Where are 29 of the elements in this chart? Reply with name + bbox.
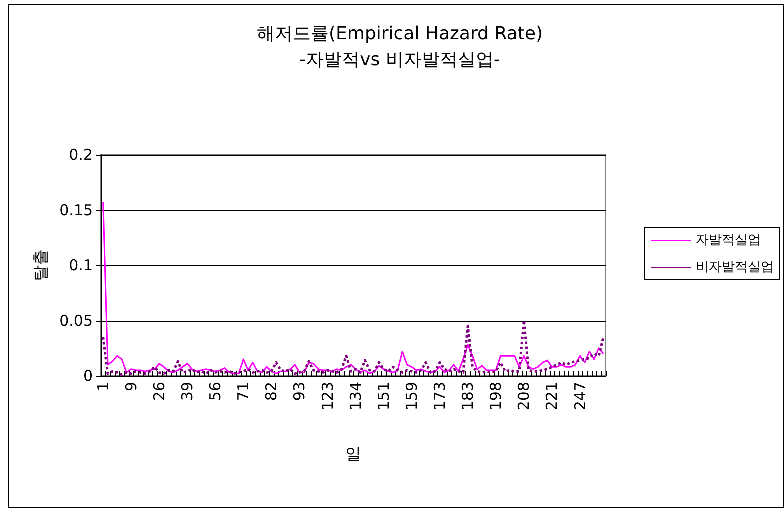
x-tick-label: 82 — [262, 382, 281, 402]
y-tick-label: 0 — [83, 367, 93, 385]
y-tick-label: 0.2 — [69, 146, 93, 164]
x-tick-label: 26 — [150, 382, 168, 402]
chart-subtitle: -자발적vs 비자발적실업- — [300, 50, 500, 70]
y-tick-label: 0.1 — [69, 256, 93, 274]
x-tick-label: 183 — [459, 382, 478, 411]
x-tick-label: 134 — [346, 382, 365, 411]
x-tick-label: 247 — [571, 382, 590, 411]
y-axis-title: 탈출 — [31, 250, 50, 282]
x-tick-label: 39 — [178, 382, 197, 402]
x-tick-label: 159 — [402, 382, 421, 411]
x-tick-label: 1 — [94, 382, 112, 392]
x-tick-label: 71 — [234, 382, 253, 402]
y-tick-label: 0.15 — [60, 201, 93, 220]
chart-title: 해저드률(Empirical Hazard Rate) — [257, 24, 543, 44]
x-tick-label: 173 — [431, 382, 450, 411]
x-tick-label: 221 — [543, 382, 562, 411]
x-tick-label: 123 — [318, 382, 337, 411]
y-tick-label: 0.05 — [60, 312, 93, 330]
x-tick-label: 56 — [206, 382, 225, 402]
x-axis-title: 일 — [346, 444, 362, 464]
x-tick-label: 93 — [290, 382, 309, 402]
legend-label: 비자발적실업 — [696, 260, 774, 275]
x-tick-label: 9 — [122, 382, 140, 392]
x-tick-label: 198 — [487, 382, 506, 411]
x-tick-label: 151 — [374, 382, 393, 411]
legend-label: 자발적실업 — [696, 233, 761, 248]
x-tick-label: 208 — [515, 382, 534, 411]
